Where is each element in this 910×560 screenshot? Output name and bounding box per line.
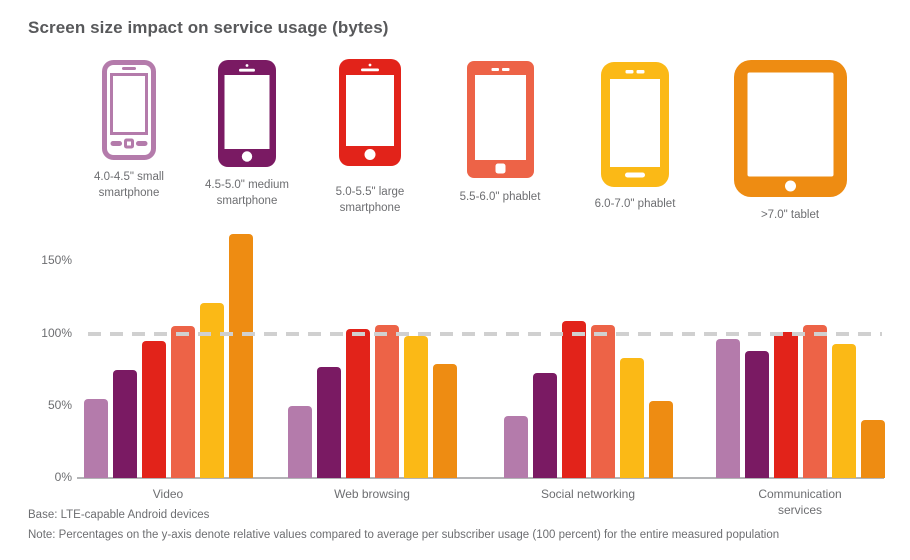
bar-web-browsing-4-5-5-0-medium-smartphone xyxy=(316,366,341,478)
device-small-smartphone: 4.0-4.5" small smartphone xyxy=(68,60,190,201)
bar-social-networking-7-0-tablet xyxy=(648,401,673,478)
bar-video-5-5-6-0-phablet xyxy=(170,326,195,478)
bar-communication-services-5-5-6-0-phablet xyxy=(803,324,827,478)
chart-title: Screen size impact on service usage (byt… xyxy=(28,18,389,37)
device-label: 4.0-4.5" small smartphone xyxy=(94,171,164,199)
reference-line-100pct xyxy=(88,331,882,336)
device-label: 4.5-5.0" medium smartphone xyxy=(205,179,289,207)
bar-social-networking-6-0-7-0-phablet xyxy=(619,358,644,478)
footnote-note: Note: Percentages on the y-axis denote r… xyxy=(28,529,780,541)
bar-group-web-browsing xyxy=(287,324,457,478)
x-label-social-networking: Social networking xyxy=(540,487,636,501)
bar-group-social-networking xyxy=(503,320,673,478)
bar-video-6-0-7-0-phablet xyxy=(199,303,224,478)
bar-video-4-5-5-0-medium-smartphone xyxy=(112,369,137,478)
device-label: 6.0-7.0" phablet xyxy=(594,198,676,210)
device-label: >7.0" tablet xyxy=(760,209,820,221)
x-axis-line xyxy=(77,477,884,479)
y-tick-50: 50% xyxy=(47,397,72,412)
y-tick-0: 0% xyxy=(54,470,72,484)
bar-web-browsing-4-0-4-5-small-smartphone xyxy=(287,405,312,478)
medium-smartphone-icon xyxy=(218,60,276,167)
y-tick-150: 150% xyxy=(41,253,72,268)
device-phablet-large: 6.0-7.0" phablet xyxy=(574,62,696,213)
bar-video-7-0-tablet xyxy=(228,233,253,478)
tablet-icon xyxy=(733,60,847,197)
bar-web-browsing-5-5-6-0-phablet xyxy=(374,324,399,478)
phablet-large-icon xyxy=(601,62,669,187)
phablet-small-icon xyxy=(466,61,534,178)
x-label-web-browsing: Web browsing xyxy=(334,487,410,501)
bar-group-communication-services xyxy=(716,324,885,478)
large-smartphone-icon xyxy=(339,59,401,166)
bar-communication-services-4-0-4-5-small-smartphone xyxy=(716,339,740,478)
x-label-video: Video xyxy=(152,487,184,501)
bar-video-5-0-5-5-large-smartphone xyxy=(141,340,166,478)
y-tick-100: 100% xyxy=(41,325,72,340)
bar-web-browsing-5-0-5-5-large-smartphone xyxy=(345,329,370,478)
bar-communication-services-7-0-tablet xyxy=(861,420,885,478)
bar-communication-services-4-5-5-0-medium-smartphone xyxy=(745,350,769,478)
bar-social-networking-5-0-5-5-large-smartphone xyxy=(561,320,586,478)
bar-communication-services-5-0-5-5-large-smartphone xyxy=(774,332,798,478)
bar-group-video xyxy=(83,233,253,478)
device-large-smartphone: 5.0-5.5" large smartphone xyxy=(308,59,432,216)
small-smartphone-icon xyxy=(102,60,156,160)
x-label-communication-services: Communication services xyxy=(758,487,842,517)
bar-video-4-0-4-5-small-smartphone xyxy=(83,398,108,478)
bar-social-networking-4-0-4-5-small-smartphone xyxy=(503,415,528,478)
device-label: 5.0-5.5" large smartphone xyxy=(335,186,405,214)
device-tablet: >7.0" tablet xyxy=(712,60,868,224)
device-medium-smartphone: 4.5-5.0" medium smartphone xyxy=(186,60,308,209)
device-label: 5.5-6.0" phablet xyxy=(459,191,541,203)
bar-social-networking-4-5-5-0-medium-smartphone xyxy=(532,372,557,478)
footnote-base: Base: LTE-capable Android devices xyxy=(28,509,210,521)
bar-web-browsing-7-0-tablet xyxy=(432,363,457,478)
bar-communication-services-6-0-7-0-phablet xyxy=(832,343,856,478)
device-phablet-small: 5.5-6.0" phablet xyxy=(440,61,560,206)
bar-social-networking-5-5-6-0-phablet xyxy=(590,324,615,478)
bar-web-browsing-6-0-7-0-phablet xyxy=(403,336,428,478)
